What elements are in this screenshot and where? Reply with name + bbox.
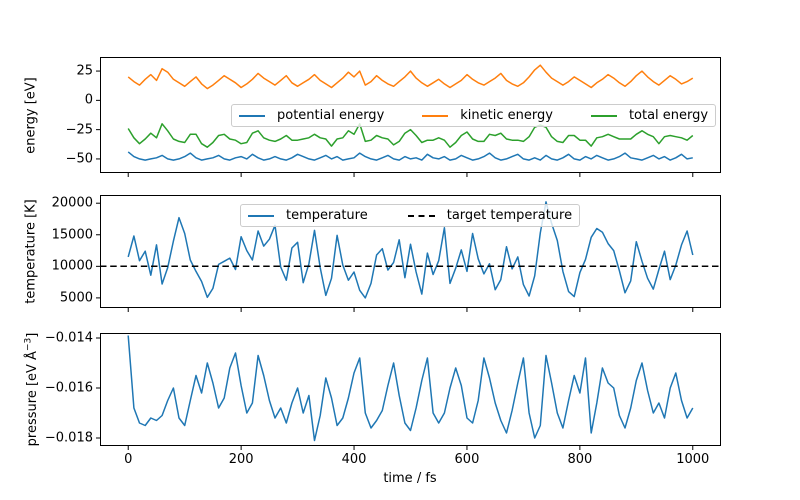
legend-item-target-temperature: target temperature	[407, 208, 573, 223]
energy-legend: potential energy kinetic energy total en…	[231, 104, 717, 127]
target-temperature-legend-label: target temperature	[446, 208, 573, 223]
y-tick-label: −0.016	[44, 380, 93, 396]
x-tick-label: 0	[124, 452, 133, 467]
y-tick-label: −50	[65, 151, 93, 167]
pressure-y-axis-label: pressure [eV Å−3]	[21, 190, 40, 500]
y-tick-label: 10000	[51, 258, 93, 274]
kinetic-energy-line	[127, 64, 694, 90]
pressure-y-axis-label-superscript: −3	[23, 337, 34, 352]
y-tick-label: 20000	[51, 195, 93, 211]
temperature-axes	[96, 195, 721, 312]
legend-item-temperature: temperature	[248, 208, 368, 223]
pressure-y-axis-label-text: pressure [eV Å	[24, 351, 40, 447]
axes-frame	[100, 57, 721, 173]
x-tick-label: 1000	[676, 452, 710, 467]
temperature-legend: temperature target temperature	[240, 204, 581, 227]
y-tick-label: −0.018	[44, 430, 93, 446]
potential-energy-line	[127, 151, 693, 161]
y-tick-label: 15000	[51, 227, 93, 243]
potential-energy-swatch	[239, 114, 265, 117]
y-tick-label: 0	[84, 92, 93, 108]
energy-axes	[96, 57, 721, 177]
y-tick-label: −0.014	[44, 330, 93, 346]
pressure-line	[127, 335, 694, 442]
y-tick-label: 25	[76, 63, 93, 79]
kinetic-energy-legend-label: kinetic energy	[460, 108, 553, 123]
potential-energy-legend-label: potential energy	[277, 108, 385, 123]
legend-item-potential-energy: potential energy	[239, 108, 384, 123]
kinetic-energy-swatch	[422, 114, 449, 117]
x-tick-label: 200	[228, 452, 254, 467]
total-energy-swatch	[590, 114, 617, 117]
axes-frame	[100, 333, 721, 446]
pressure-y-axis-label-bracket: ]	[24, 332, 40, 338]
temperature-line	[127, 201, 694, 299]
x-tick-label: 600	[454, 452, 480, 467]
x-axis-label: time / fs	[383, 471, 437, 486]
legend-item-kinetic-energy: kinetic energy	[422, 108, 553, 123]
total-energy-legend-label: total energy	[628, 108, 709, 123]
y-tick-label: −25	[65, 122, 93, 138]
target-temperature-swatch	[407, 214, 435, 217]
temperature-legend-label: temperature	[286, 208, 368, 223]
x-tick-label: 800	[567, 452, 593, 467]
legend-item-total-energy: total energy	[590, 108, 709, 123]
pressure-axes	[96, 333, 721, 450]
x-tick-label: 400	[341, 452, 367, 467]
axes-frame	[100, 195, 721, 308]
total-energy-line	[127, 123, 694, 148]
y-tick-label: 5000	[59, 290, 93, 306]
temperature-swatch	[248, 214, 274, 217]
